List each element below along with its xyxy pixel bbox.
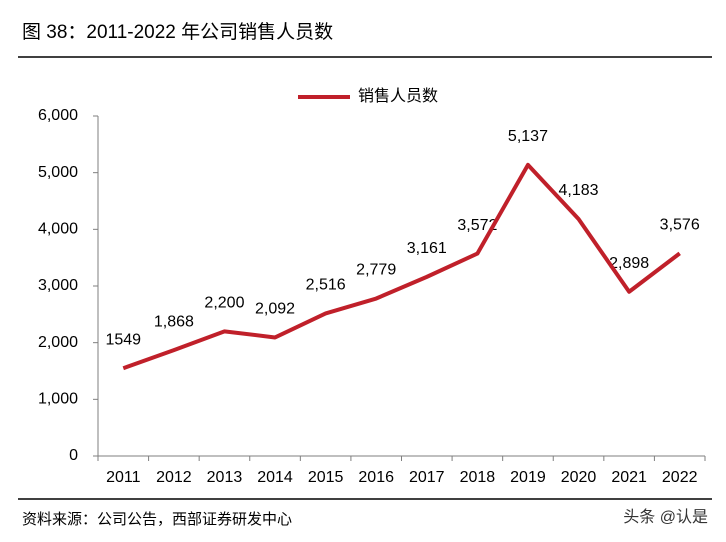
data-label: 1549	[105, 331, 141, 348]
source: 资料来源：公司公告，西部证券研发中心	[22, 511, 292, 528]
legend-label: 销售人员数	[358, 87, 438, 105]
data-label: 3,572	[457, 217, 497, 234]
x-tick-label: 2014	[257, 469, 293, 486]
x-tick-label: 2012	[156, 469, 192, 486]
series-line	[122, 162, 681, 371]
x-tick-label: 2021	[611, 469, 647, 486]
data-label: 3,161	[407, 240, 447, 257]
y-tick-label: 0	[69, 447, 78, 464]
x-tick-label: 2022	[662, 469, 698, 486]
data-label: 1,868	[154, 313, 194, 330]
data-label: 5,137	[508, 128, 548, 145]
y-tick-label: 5,000	[38, 164, 78, 181]
data-label: 2,898	[609, 255, 649, 272]
data-label: 2,200	[204, 295, 244, 312]
y-tick-label: 1,000	[38, 391, 78, 408]
x-tick-label: 2015	[308, 469, 344, 486]
chart-title: 图 38：2011-2022 年公司销售人员数	[22, 21, 333, 43]
x-tick-label: 2016	[358, 469, 394, 486]
x-tick-label: 2019	[510, 469, 546, 486]
data-label: 4,183	[559, 182, 599, 199]
x-tick-label: 2013	[207, 469, 243, 486]
x-tick-label: 2020	[561, 469, 597, 486]
x-tick-label: 2011	[106, 469, 141, 486]
data-label: 2,516	[306, 277, 346, 294]
data-label: 2,779	[356, 262, 396, 279]
y-tick-label: 4,000	[38, 221, 78, 238]
y-tick-label: 3,000	[38, 277, 78, 294]
x-tick-label: 2017	[409, 469, 445, 486]
x-tick-label: 2018	[460, 469, 496, 486]
data-label: 3,576	[660, 217, 700, 234]
y-tick-label: 6,000	[38, 107, 78, 124]
data-label: 2,092	[255, 301, 295, 318]
watermark: 头条 @认是	[623, 508, 708, 526]
y-tick-label: 2,000	[38, 334, 78, 351]
